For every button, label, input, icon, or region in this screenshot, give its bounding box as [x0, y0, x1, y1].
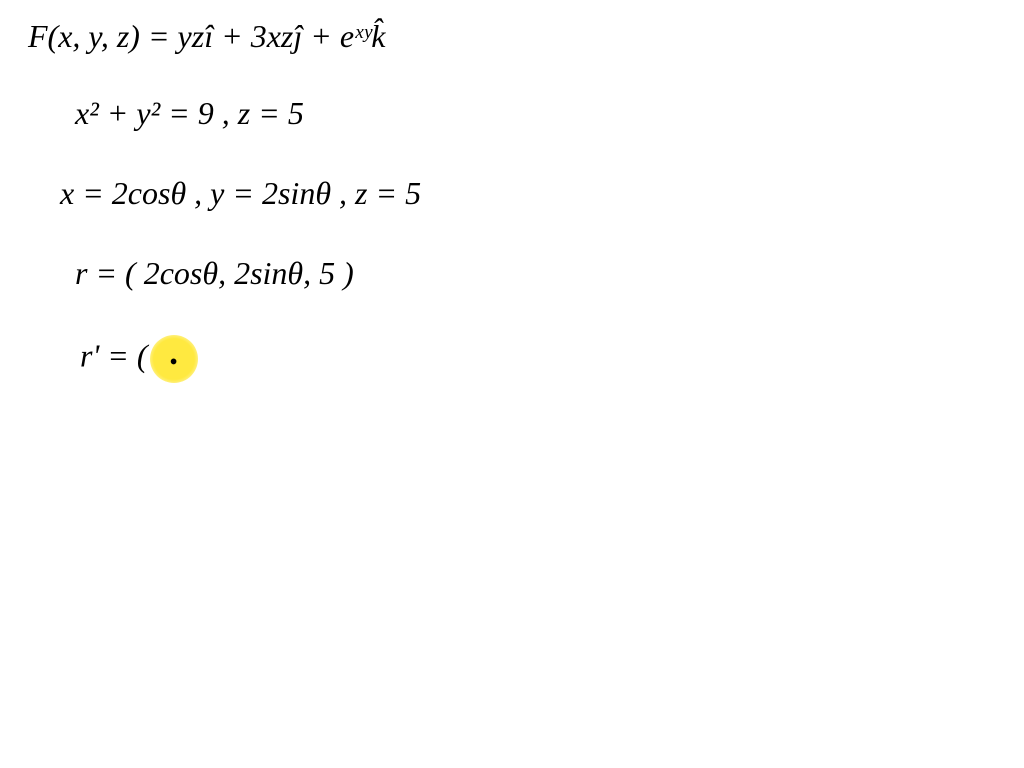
- equation-line-4: r = ( 2cosθ, 2sinθ, 5 ): [75, 255, 354, 292]
- cursor-highlight: •: [150, 335, 198, 383]
- equation-line-3: x = 2cosθ , y = 2sinθ , z = 5: [60, 175, 421, 212]
- cursor-dot-icon: •: [169, 350, 177, 376]
- equation-line-5-prefix: r' = (: [80, 337, 148, 373]
- equation-line-2: x² + y² = 9 , z = 5: [75, 95, 304, 132]
- equation-line-1: F(x, y, z) = yzî + 3xzĵ + eˣʸk̂: [28, 18, 385, 55]
- equation-line-5: r' = ( •: [80, 335, 198, 383]
